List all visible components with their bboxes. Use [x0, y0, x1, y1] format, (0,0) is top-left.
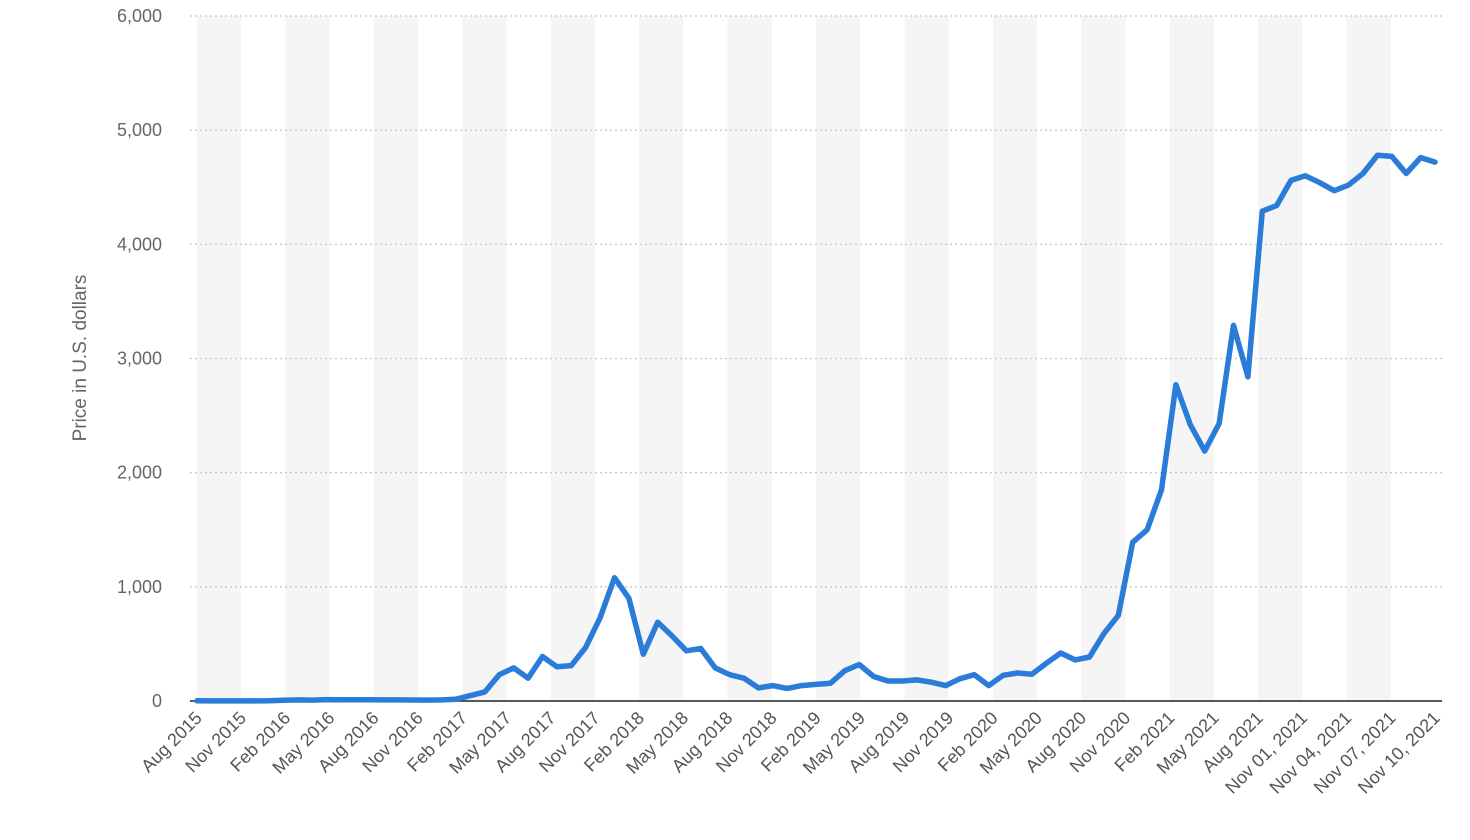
column-band — [197, 16, 242, 701]
column-band — [727, 16, 772, 701]
y-axis-title: Price in U.S. dollars — [70, 275, 91, 442]
grid-lines — [190, 15, 1442, 588]
y-tick-label: 0 — [152, 691, 162, 711]
column-band — [1081, 16, 1126, 701]
y-tick-label: 2,000 — [117, 463, 162, 483]
y-tick-label: 5,000 — [117, 120, 162, 140]
column-band — [550, 16, 595, 701]
price-series-line — [194, 152, 1438, 704]
y-tick-label: 3,000 — [117, 349, 162, 369]
column-band — [462, 16, 507, 701]
column-band — [1346, 16, 1391, 701]
y-tick-label: 6,000 — [117, 6, 162, 26]
column-band — [816, 16, 861, 701]
y-axis-tick-labels: 0 1,000 2,000 3,000 4,000 5,000 6,000 — [117, 6, 162, 711]
y-tick-label: 4,000 — [117, 234, 162, 254]
y-tick-label: 1,000 — [117, 577, 162, 597]
column-band — [285, 16, 330, 701]
